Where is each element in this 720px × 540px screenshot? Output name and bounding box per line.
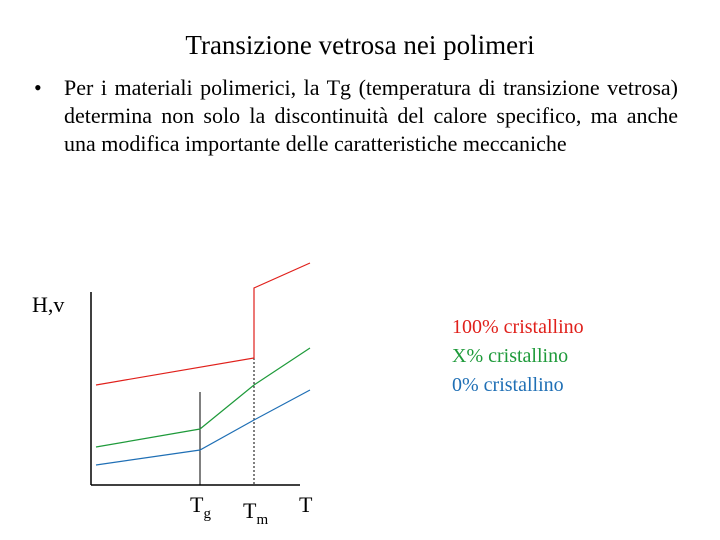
tg-label-main: T [190, 492, 204, 517]
legend-item-0-cristallino: 0% cristallino [452, 374, 564, 396]
x-axis-label: T [299, 492, 313, 517]
legend-item-100-cristallino: 100% cristallino [452, 316, 584, 338]
tm-label-main: T [243, 498, 257, 523]
bullet-text: Per i materiali polimerici, la Tg (tempe… [64, 75, 678, 156]
series-line-x-cristallino [95, 347, 311, 448]
legend-item-x-cristallino: X% cristallino [452, 345, 569, 367]
tm-label: Tm [243, 498, 268, 528]
tg-label: Tg [190, 492, 211, 522]
series-line-100-cristallino [95, 262, 311, 386]
tg-label-sub: g [203, 506, 211, 522]
series-line-0-cristallino [95, 389, 311, 466]
legend: 100% cristallino X% cristallino 0% crist… [452, 313, 584, 400]
y-axis-label: H,v [32, 292, 64, 317]
bullet-point: • Per i materiali polimerici, la Tg (tem… [34, 74, 678, 158]
slide-title: Transizione vetrosa nei polimeri [185, 30, 535, 60]
tm-label-sub: m [256, 512, 268, 528]
bullet-dot-icon: • [34, 75, 42, 100]
